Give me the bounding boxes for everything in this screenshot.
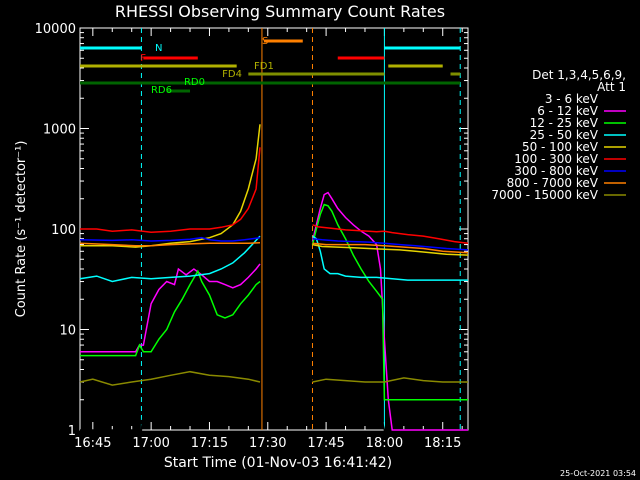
- series-line: [80, 147, 261, 233]
- chart-title: RHESSI Observing Summary Count Rates: [115, 2, 445, 21]
- flag-label-s: S: [262, 36, 268, 47]
- legend-entry-label: 300 - 800 keV: [514, 164, 598, 178]
- y-tick-label: 10000: [35, 22, 76, 37]
- series-line: [312, 242, 469, 254]
- series-line: [312, 224, 469, 245]
- legend-entry-label: 25 - 50 keV: [530, 128, 599, 142]
- x-axis: 16:45 17:00 17:15 17:30 17:45 18:00 18:15: [74, 28, 463, 451]
- series-line: [79, 235, 261, 283]
- x-tick-label: 17:30: [249, 436, 286, 451]
- y-tick-label: 100: [51, 223, 76, 238]
- series-line: [311, 191, 468, 431]
- y-tick-label: 10: [59, 324, 76, 339]
- series-line: [312, 243, 469, 256]
- y-axis-label: Count Rate (s⁻¹ detector⁻¹): [14, 141, 29, 318]
- series-lines: [79, 124, 469, 431]
- y-tick-label: 1: [68, 424, 76, 439]
- legend-header-line1: Det 1,3,4,5,6,9,: [532, 68, 626, 82]
- flag-label-fd1: FD1: [254, 61, 274, 72]
- series-line: [80, 124, 261, 248]
- x-tick-label: 18:15: [424, 436, 461, 451]
- flag-bars: N S F FD1 FD4 RD0 RD6: [80, 36, 461, 96]
- flag-label-fd4: FD4: [222, 69, 242, 80]
- flag-label-n: N: [155, 43, 162, 54]
- flag-label-f: F: [140, 53, 146, 64]
- x-tick-label: 17:45: [307, 436, 344, 451]
- flag-label-rd0: RD0: [184, 77, 205, 88]
- series-line: [79, 236, 261, 242]
- x-tick-label: 16:45: [74, 436, 111, 451]
- legend-header-line2: Att 1: [597, 80, 626, 94]
- series-line: [312, 237, 469, 251]
- series-line: [312, 235, 468, 281]
- series-line: [311, 296, 468, 431]
- series-line: [80, 263, 261, 353]
- y-axis: 1 10 100 1000 10000: [35, 22, 468, 439]
- footer-timestamp: 25-Oct-2021 03:54: [560, 469, 636, 478]
- legend-entry-label: 800 - 7000 keV: [507, 176, 599, 190]
- legend-entry-label: 50 - 100 keV: [522, 140, 599, 154]
- legend-entry-label: 7000 - 15000 keV: [491, 188, 598, 202]
- series-line: [80, 269, 261, 357]
- series-line: [80, 358, 260, 431]
- legend-entry-label: 12 - 25 keV: [530, 116, 599, 130]
- flag-label-rd6: RD6: [151, 85, 172, 96]
- plot-frame: [79, 27, 469, 431]
- series-line: [79, 370, 261, 386]
- legend-entry-label: 100 - 300 keV: [514, 152, 598, 166]
- y-tick-label: 1000: [43, 123, 76, 138]
- series-line: [79, 241, 261, 247]
- x-axis-label: Start Time (01-Nov-03 16:41:42): [164, 455, 392, 471]
- x-tick-label: 18:00: [366, 436, 403, 451]
- series-line: [311, 203, 468, 401]
- legend-entry-label: 3 - 6 keV: [545, 92, 599, 106]
- legend-entry-label: 6 - 12 keV: [537, 104, 599, 118]
- x-tick-label: 17:15: [191, 436, 228, 451]
- series-line: [312, 377, 468, 383]
- x-tick-label: 17:00: [132, 436, 169, 451]
